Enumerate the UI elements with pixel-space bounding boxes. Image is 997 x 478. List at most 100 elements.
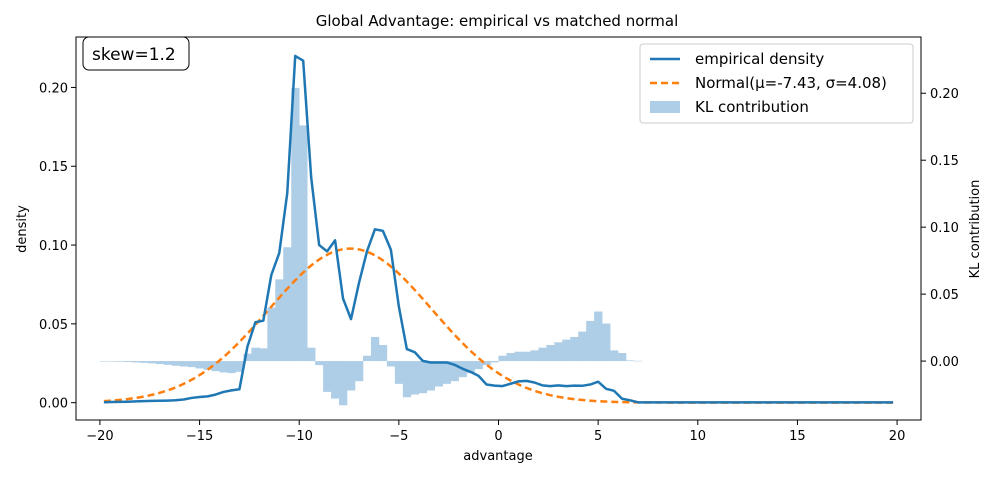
kl-bar [378, 345, 388, 362]
kl-bar [115, 361, 125, 362]
kl-bar [299, 125, 308, 362]
kl-bar [418, 361, 428, 394]
kl-bar [323, 361, 332, 392]
kl-bar [251, 347, 260, 362]
x-tick-label: 0 [494, 429, 502, 444]
kl-bar [482, 361, 491, 366]
kl-bar [107, 361, 117, 362]
x-tick-label: 20 [889, 429, 906, 444]
legend-frame [639, 43, 914, 124]
kl-bar [259, 348, 268, 362]
y2-tick-label: 0.20 [930, 87, 959, 102]
kl-bar [434, 361, 443, 387]
x-tick-label: −10 [285, 429, 312, 444]
kl-bar [450, 361, 459, 382]
skew-annotation: skew=1.2 [82, 36, 190, 71]
kl-bar [195, 361, 204, 369]
kl-bar [490, 361, 499, 363]
kl-bar [179, 361, 188, 367]
kl-bar [530, 350, 539, 362]
kl-bar [626, 360, 635, 362]
kl-bar [147, 361, 157, 364]
y2-axis-ticks: 0.00 0.05 0.10 0.15 0.20 [921, 87, 959, 370]
kl-bar [426, 361, 436, 391]
kl-bars [99, 87, 643, 406]
legend-empirical-label: empirical density [695, 50, 824, 68]
legend-normal-label: Normal(μ=-7.43, σ=4.08) [695, 74, 887, 92]
kl-bar [219, 361, 228, 373]
kl-bar [355, 361, 364, 382]
kl-bar [211, 361, 220, 372]
kl-bar [155, 361, 164, 365]
kl-bar [514, 351, 523, 362]
y-tick-label: 0.05 [39, 318, 68, 333]
kl-bar [618, 353, 627, 362]
kl-bar [131, 361, 141, 363]
x-tick-label: 5 [594, 429, 602, 444]
kl-bar [243, 353, 252, 362]
kl-bar [554, 342, 563, 362]
x-axis-label: advantage [463, 449, 532, 464]
x-axis-ticks: −20 −15 −10 −5 0 5 10 15 20 [86, 420, 905, 444]
kl-bar [442, 361, 451, 384]
kl-bar [602, 323, 611, 362]
y-axis-label: density [15, 205, 30, 253]
kl-bar [506, 353, 515, 362]
kl-bar [466, 361, 475, 374]
kl-bar [267, 307, 276, 362]
empirical-curve-layer [103, 54, 894, 404]
kl-bar [235, 361, 244, 372]
kl-bar [283, 247, 292, 362]
kl-bar [538, 347, 547, 362]
kl-bar [123, 361, 133, 363]
kl-bar [163, 361, 172, 365]
kl-bar [315, 361, 324, 366]
normal-curve [103, 247, 894, 404]
kl-bar [394, 361, 404, 384]
kl-bar [586, 320, 595, 362]
kl-bar [171, 361, 180, 366]
kl-bar [570, 336, 579, 362]
kl-bar [362, 355, 372, 362]
kl-bar [610, 350, 619, 362]
kl-bar [275, 279, 284, 362]
kl-bar [594, 311, 603, 362]
kl-bar [578, 331, 587, 362]
kl-bar [562, 339, 571, 362]
y2-axis-label: KL contribution [968, 180, 983, 279]
kl-bar [410, 361, 420, 395]
kl-bar [498, 355, 507, 362]
empirical-curve [103, 54, 894, 404]
kl-bar [347, 361, 356, 391]
y2-tick-label: 0.05 [930, 288, 959, 303]
y2-tick-label: 0.00 [930, 355, 959, 370]
skew-annotation-box [82, 36, 190, 71]
kl-bar [386, 361, 396, 367]
x-tick-label: 10 [690, 429, 707, 444]
legend-kl-swatch [650, 101, 680, 113]
kl-bar [227, 361, 236, 374]
kl-bar [522, 351, 531, 362]
kl-bar [99, 361, 109, 362]
kl-bar [291, 87, 300, 362]
legend: empirical density Normal(μ=-7.43, σ=4.08… [639, 43, 914, 124]
x-tick-label: −5 [389, 429, 408, 444]
kl-bar [187, 361, 196, 368]
kl-bar [370, 336, 380, 362]
kl-bar [339, 361, 348, 406]
y-tick-label: 0.10 [39, 239, 68, 254]
kl-bar [474, 361, 483, 370]
kl-bar [634, 360, 643, 362]
y-tick-label: 0.15 [39, 160, 68, 175]
y-tick-label: 0.20 [39, 81, 68, 96]
kl-bar [546, 345, 555, 362]
chart-title: Global Advantage: empirical vs matched n… [316, 12, 679, 30]
x-tick-label: −20 [86, 429, 113, 444]
y-axis-ticks: 0.00 0.05 0.10 0.15 0.20 [39, 81, 76, 412]
y-tick-label: 0.00 [39, 397, 68, 412]
x-tick-label: 15 [789, 429, 806, 444]
skew-annotation-text: skew=1.2 [92, 45, 176, 65]
y2-tick-label: 0.10 [930, 221, 959, 236]
y2-tick-label: 0.15 [930, 154, 959, 169]
